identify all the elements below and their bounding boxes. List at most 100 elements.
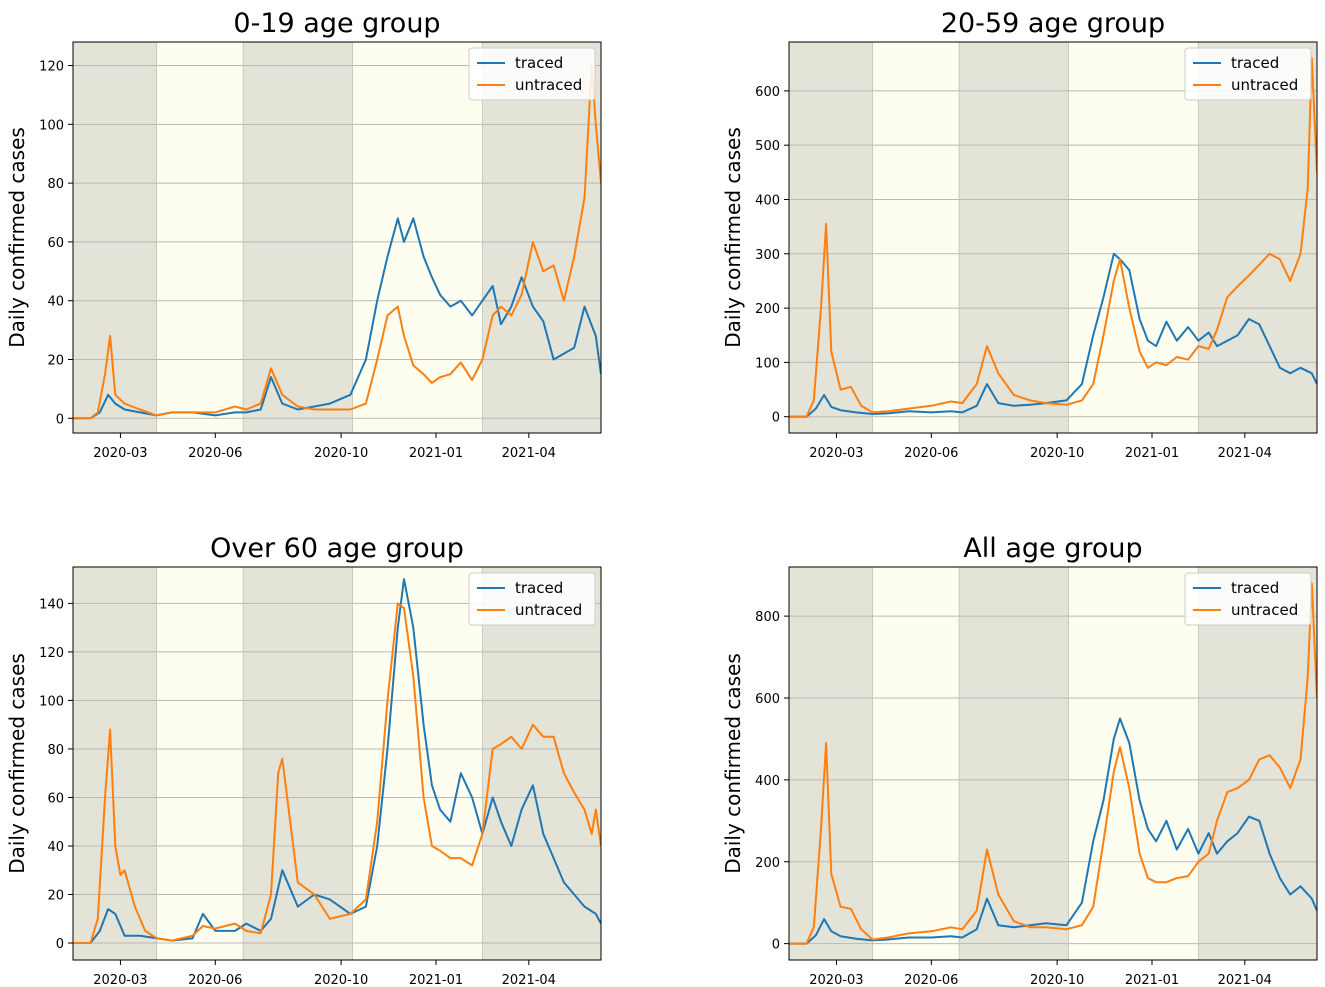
series-group <box>789 57 1317 418</box>
phase-band-1 <box>872 567 960 960</box>
chart-title: 20-59 age group <box>941 8 1165 39</box>
tick-label-y-2: 40 <box>47 295 64 310</box>
chart-panel-over-60: 0 20 40 60 80 100 120 140 2020-03 2020-06 2020-10 2… <box>5 533 602 987</box>
phase-band-0 <box>73 567 157 960</box>
legend-box <box>468 47 596 101</box>
tick-label-y-5: 500 <box>755 139 780 154</box>
phase-band-2 <box>959 42 1069 433</box>
tick-label-y-3: 60 <box>47 791 64 806</box>
legend-label-traced: traced <box>515 54 563 72</box>
legend-label-untraced: untraced <box>1231 601 1298 619</box>
tick-label-y-3: 600 <box>755 692 780 707</box>
tick-label-y-6: 600 <box>755 85 780 100</box>
axes-frame <box>788 41 1318 434</box>
y-axis-label: Daily confirmed cases <box>5 127 29 348</box>
y-axis-label: Daily confirmed cases <box>5 653 29 874</box>
legend: traced untraced <box>468 572 596 626</box>
tick-label-x-3: 2021-01 <box>409 973 463 987</box>
tick-label-y-0: 0 <box>56 937 64 952</box>
tick-label-x-2: 2020-10 <box>1030 446 1084 461</box>
tick-label-x-0: 2020-03 <box>809 446 863 461</box>
tick-label-x-3: 2021-01 <box>1125 973 1179 987</box>
tick-label-y-4: 400 <box>755 193 780 208</box>
legend-label-untraced: untraced <box>515 76 582 94</box>
tick-label-y-5: 100 <box>39 694 64 709</box>
phase-band-3 <box>1068 42 1199 433</box>
chart-title: All age group <box>963 533 1142 564</box>
tick-label-y-3: 60 <box>47 236 64 251</box>
legend-label-untraced: untraced <box>1231 76 1298 94</box>
tick-label-y-7: 140 <box>39 597 64 612</box>
tick-label-x-4: 2021-04 <box>1218 973 1272 987</box>
chart-title: 0-19 age group <box>233 8 440 39</box>
series-line-untraced <box>789 582 1317 945</box>
y-axis-label: Daily confirmed cases <box>721 653 745 874</box>
series-group <box>789 582 1317 945</box>
tick-label-x-0: 2020-03 <box>809 973 863 987</box>
tick-label-y-0: 0 <box>772 938 780 953</box>
tick-label-y-1: 100 <box>755 356 780 371</box>
axes-frame <box>788 566 1318 961</box>
phase-band-2 <box>959 567 1069 960</box>
series-group <box>73 578 601 944</box>
series-group <box>73 64 601 420</box>
phase-band-2 <box>243 567 353 960</box>
tick-label-y-4: 80 <box>47 177 64 192</box>
phase-band-0 <box>73 42 157 433</box>
phase-band-0 <box>789 42 873 433</box>
series-line-traced <box>789 252 1317 418</box>
legend: traced untraced <box>1184 47 1312 101</box>
tick-label-x-3: 2021-01 <box>409 446 463 461</box>
tick-label-x-1: 2020-06 <box>904 973 958 987</box>
tick-label-x-2: 2020-10 <box>314 973 368 987</box>
series-line-untraced <box>73 602 601 944</box>
tick-label-y-4: 80 <box>47 743 64 758</box>
tick-label-y-1: 20 <box>47 889 64 904</box>
phase-band-3 <box>352 567 483 960</box>
tick-label-x-4: 2021-04 <box>502 446 556 461</box>
tick-label-x-1: 2020-06 <box>188 446 242 461</box>
tick-label-x-4: 2021-04 <box>502 973 556 987</box>
axes-frame <box>72 41 602 434</box>
tick-label-y-1: 20 <box>47 354 64 369</box>
phase-band-2 <box>243 42 353 433</box>
phase-band-1 <box>872 42 960 433</box>
tick-label-y-6: 120 <box>39 646 64 661</box>
tick-label-y-2: 200 <box>755 302 780 317</box>
phase-band-1 <box>156 567 244 960</box>
phase-band-4 <box>1198 42 1317 433</box>
tick-label-y-0: 0 <box>772 411 780 426</box>
tick-label-y-1: 200 <box>755 856 780 871</box>
chart-panel-all-ages: 0 200 400 600 800 2020-03 2020-06 2020-10 2021-0… <box>721 533 1318 987</box>
chart-title: Over 60 age group <box>210 533 464 564</box>
tick-label-y-3: 300 <box>755 248 780 263</box>
tick-label-x-2: 2020-10 <box>1030 973 1084 987</box>
tick-label-y-6: 120 <box>39 60 64 75</box>
phase-band-4 <box>482 567 601 960</box>
tick-label-x-0: 2020-03 <box>93 973 147 987</box>
tick-label-x-3: 2021-01 <box>1125 446 1179 461</box>
phase-band-0 <box>789 567 873 960</box>
chart-panel-0-19: 0 20 40 60 80 100 120 2020-03 2020-06 2020-10 2021… <box>5 8 602 461</box>
legend-box <box>1184 572 1312 626</box>
legend-box <box>1184 47 1312 101</box>
tick-label-y-5: 100 <box>39 118 64 133</box>
legend-label-traced: traced <box>515 579 563 597</box>
tick-label-y-2: 40 <box>47 840 64 855</box>
chart-panel-20-59: 0 100 200 300 400 500 600 2020-03 2020-06 2020-10… <box>721 8 1318 461</box>
series-line-untraced <box>73 64 601 420</box>
axes-frame <box>72 566 602 961</box>
series-line-traced <box>789 717 1317 945</box>
legend: traced untraced <box>1184 572 1312 626</box>
tick-label-y-2: 400 <box>755 774 780 789</box>
legend-box <box>468 572 596 626</box>
legend-label-traced: traced <box>1231 579 1279 597</box>
legend-label-untraced: untraced <box>515 601 582 619</box>
legend: traced untraced <box>468 47 596 101</box>
tick-label-x-2: 2020-10 <box>314 446 368 461</box>
legend-label-traced: traced <box>1231 54 1279 72</box>
series-line-untraced <box>789 57 1317 418</box>
tick-label-x-1: 2020-06 <box>188 973 242 987</box>
tick-label-y-0: 0 <box>56 412 64 427</box>
